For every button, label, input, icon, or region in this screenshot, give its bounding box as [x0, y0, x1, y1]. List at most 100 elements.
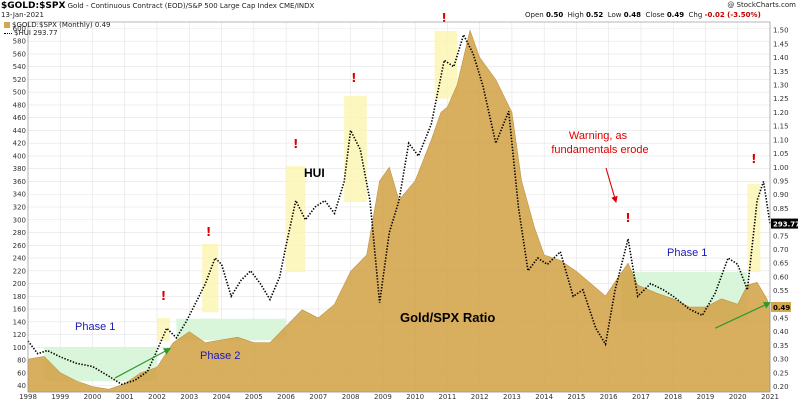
x-tick-label: 1999 — [51, 393, 69, 400]
right-tick-label: 1.05 — [773, 150, 789, 158]
x-tick-label: 2015 — [568, 393, 586, 400]
left-tick-label: 380 — [13, 165, 26, 173]
left-tick-label: 540 — [13, 63, 26, 71]
right-tick-label: 0.45 — [773, 315, 789, 323]
left-tick-label: 220 — [13, 267, 26, 275]
ratio-label: Gold/SPX Ratio — [400, 310, 495, 325]
exclaim-mark: ! — [441, 11, 446, 25]
left-tick-label: 400 — [13, 152, 26, 160]
left-tick-label: 80 — [17, 357, 26, 365]
trend-arrow — [714, 301, 772, 329]
left-tick-label: 600 — [13, 25, 26, 33]
x-tick-label: 2009 — [374, 393, 392, 400]
right-tick-label: 0.65 — [773, 260, 789, 268]
right-tick-label: 1.10 — [773, 136, 789, 144]
left-tick-label: 300 — [13, 216, 26, 224]
left-tick-label: 120 — [13, 331, 26, 339]
right-tick-label: 1.15 — [773, 123, 789, 131]
x-tick-label: 2006 — [277, 393, 295, 400]
highlight-box — [202, 244, 219, 313]
exclaim-mark: ! — [351, 71, 356, 85]
phase1-left-label: Phase 1 — [75, 321, 115, 333]
right-tick-label: 1.30 — [773, 82, 789, 90]
ratio-last-box — [771, 302, 791, 313]
legend-ratio: $GOLD:$SPX (Monthly) 0.49 — [4, 21, 110, 29]
x-tick-label: 2016 — [600, 393, 618, 400]
right-tick-label: 0.85 — [773, 205, 789, 213]
left-tick-label: 240 — [13, 255, 26, 263]
left-tick-label: 520 — [13, 76, 26, 84]
x-tick-label: 2019 — [697, 393, 715, 400]
right-tick-label: 1.25 — [773, 95, 789, 103]
ohlc-readout: Open 0.50 High 0.52 Low 0.48 Close 0.49 … — [525, 11, 761, 19]
right-tick-label: 1.35 — [773, 68, 789, 76]
right-tick-label: 0.60 — [773, 273, 789, 281]
right-tick-label: 0.95 — [773, 177, 789, 185]
x-tick-label: 2010 — [406, 393, 424, 400]
date: 13-Jan-2021 — [1, 11, 44, 19]
left-tick-label: 140 — [13, 318, 26, 326]
right-tick-label: 0.30 — [773, 356, 789, 364]
left-tick-label: 580 — [13, 38, 26, 46]
hui-line — [27, 32, 771, 386]
right-tick-label: 1.50 — [773, 27, 789, 35]
right-tick-label: 1.20 — [773, 109, 789, 117]
ratio-area — [27, 29, 771, 393]
left-tick-label: 500 — [13, 89, 26, 97]
left-tick-label: 360 — [13, 178, 26, 186]
right-tick-label: 1.40 — [773, 54, 789, 62]
annotations: !!!!!!! HUI Gold/SPX Ratio Phase 1 Phase 2 Ph… — [75, 11, 772, 379]
exclaim-mark: ! — [161, 289, 166, 303]
exclaim-mark: ! — [293, 137, 298, 151]
exclaim-mark: ! — [206, 225, 211, 239]
hui-label: HUI — [304, 166, 325, 180]
x-tick-label: 2014 — [535, 393, 553, 400]
x-tick-label: 2005 — [245, 393, 263, 400]
right-tick-label: 0.35 — [773, 342, 789, 350]
warning-arrow — [605, 167, 618, 204]
right-tick-label: 0.55 — [773, 287, 789, 295]
x-tick-label: 2000 — [84, 393, 102, 400]
x-tick-label: 1998 — [19, 393, 37, 400]
right-tick-label: 0.25 — [773, 369, 789, 377]
chart-header: $GOLD:$SPX Gold - Continuous Contract (E… — [1, 1, 314, 11]
left-tick-label: 280 — [13, 229, 26, 237]
symbol: $GOLD:$SPX — [1, 1, 66, 11]
x-tick-label: 2007 — [309, 393, 327, 400]
warning-label: Warning, as — [569, 130, 628, 142]
exclaim-mark: ! — [751, 152, 756, 166]
phase-box — [176, 318, 287, 341]
description: Gold - Continuous Contract (EOD)/S&P 500… — [67, 2, 315, 10]
left-tick-label: 200 — [13, 280, 26, 288]
left-tick-label: 40 — [17, 382, 26, 390]
exclaim-mark: ! — [625, 211, 630, 225]
x-tick-label: 2018 — [664, 393, 682, 400]
legend-dots — [4, 32, 12, 34]
plot-frame — [27, 21, 771, 393]
left-tick-label: 420 — [13, 140, 26, 148]
x-tick-label: 2001 — [116, 393, 134, 400]
right-tick-label: 0.70 — [773, 246, 789, 254]
x-tick-label: 2012 — [471, 393, 489, 400]
legend-hui: $HUI 293.77 — [4, 29, 58, 37]
hui-last-value: 293.77 — [773, 221, 800, 229]
ratio-area-path — [27, 29, 771, 393]
x-tick-label: 2004 — [213, 393, 231, 400]
x-tick-label: 2011 — [438, 393, 456, 400]
x-tick-label: 2008 — [342, 393, 360, 400]
highlight-box — [286, 166, 306, 273]
left-tick-label: 100 — [13, 344, 26, 352]
highlight-box — [344, 96, 367, 202]
axes: 40 60 80 100 120 140 160 180 200 220 240 260 280 300 3… — [13, 21, 800, 400]
left-tick-label: 460 — [13, 114, 26, 122]
left-tick-label: 320 — [13, 204, 26, 212]
legend-swatch — [4, 22, 10, 28]
left-tick-label: 180 — [13, 293, 26, 301]
ratio-last-value: 0.49 — [773, 304, 790, 312]
left-tick-label: 60 — [17, 369, 26, 377]
right-tick-label: 0.90 — [773, 191, 789, 199]
x-tick-label: 2020 — [729, 393, 747, 400]
x-tick-label: 2017 — [632, 393, 650, 400]
phase1-right-label: Phase 1 — [667, 247, 707, 259]
